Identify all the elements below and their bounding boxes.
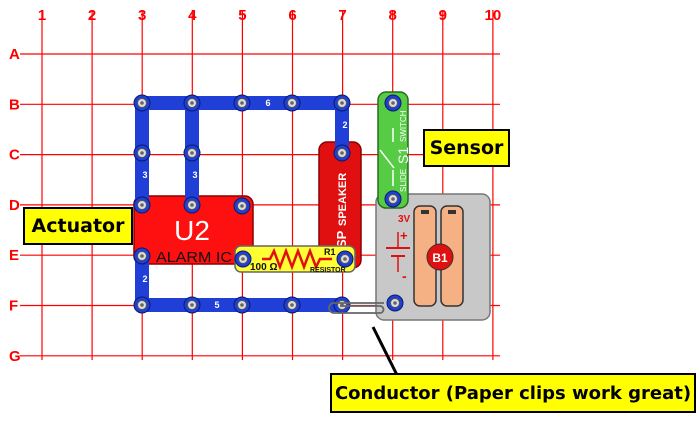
row-label: B bbox=[9, 96, 20, 113]
wire-left-lower-label: 2 bbox=[142, 274, 147, 284]
sensor-callout: Sensor bbox=[423, 129, 510, 167]
column-label: 4 bbox=[188, 7, 197, 24]
wire-bottom-label: 5 bbox=[214, 300, 219, 310]
battery-ref: B1 bbox=[432, 251, 448, 265]
grid-labels: 1 2 3 4 5 6 7 8 9 10 A B C D E F G bbox=[9, 7, 501, 365]
u2-name: ALARM IC bbox=[156, 249, 232, 266]
row-label: A bbox=[9, 46, 20, 63]
conductor-pointer bbox=[371, 326, 400, 378]
column-label: 10 bbox=[485, 7, 502, 24]
wire-labels: 6 5 3 3 2 2 bbox=[142, 98, 347, 310]
battery-voltage: 3V bbox=[398, 214, 411, 225]
speaker-name: SPEAKER bbox=[337, 173, 349, 226]
u2-snap bbox=[233, 197, 251, 215]
column-label: 5 bbox=[238, 7, 246, 24]
column-label: 3 bbox=[138, 7, 146, 24]
row-label: C bbox=[9, 147, 20, 164]
battery-holder: B1 3V + - bbox=[375, 193, 491, 321]
battery-plus: + bbox=[400, 228, 408, 243]
column-label: 7 bbox=[338, 7, 346, 24]
column-label: 1 bbox=[38, 7, 46, 24]
column-label: 9 bbox=[439, 7, 447, 24]
resistor-snap-right bbox=[336, 250, 354, 268]
battery-snap-bottom bbox=[386, 294, 404, 312]
battery-minus: - bbox=[402, 268, 407, 284]
resistor-value: 100 Ω bbox=[250, 262, 277, 273]
speaker: SP SPEAKER bbox=[318, 141, 362, 269]
resistor-name: RESISTOR bbox=[310, 267, 346, 274]
switch-type: SLIDE bbox=[399, 169, 408, 192]
wire-right-short-label: 2 bbox=[342, 120, 347, 130]
u2-label: U2 bbox=[174, 215, 210, 246]
wire-left-mid-label: 3 bbox=[192, 170, 197, 180]
speaker-prefix: SP bbox=[334, 230, 349, 248]
wire-left-upper-label: 3 bbox=[142, 170, 147, 180]
resistor-ref: R1 bbox=[324, 247, 336, 257]
column-label: 8 bbox=[389, 7, 397, 24]
switch-snap-top bbox=[384, 94, 402, 112]
resistor-snap-left bbox=[234, 250, 252, 268]
actuator-callout: Actuator bbox=[23, 207, 133, 245]
switch-snap-bottom bbox=[384, 190, 402, 208]
paper-clip bbox=[328, 302, 385, 314]
column-label: 6 bbox=[288, 7, 296, 24]
resistor: 100 Ω R1 RESISTOR bbox=[234, 245, 356, 274]
u2-alarm-ic: U2 ALARM IC bbox=[133, 195, 254, 266]
switch-name: SWITCH bbox=[399, 110, 408, 142]
conductor-callout: Conductor (Paper clips work great) bbox=[330, 373, 696, 413]
slide-switch: SLIDE S1 SWITCH bbox=[377, 91, 411, 209]
row-label: E bbox=[9, 247, 19, 264]
wire-top-label: 6 bbox=[265, 98, 270, 108]
row-label: G bbox=[9, 348, 21, 365]
switch-ref: S1 bbox=[395, 147, 411, 164]
row-label: F bbox=[9, 298, 18, 315]
column-label: 2 bbox=[88, 7, 96, 24]
row-label: D bbox=[9, 197, 20, 214]
